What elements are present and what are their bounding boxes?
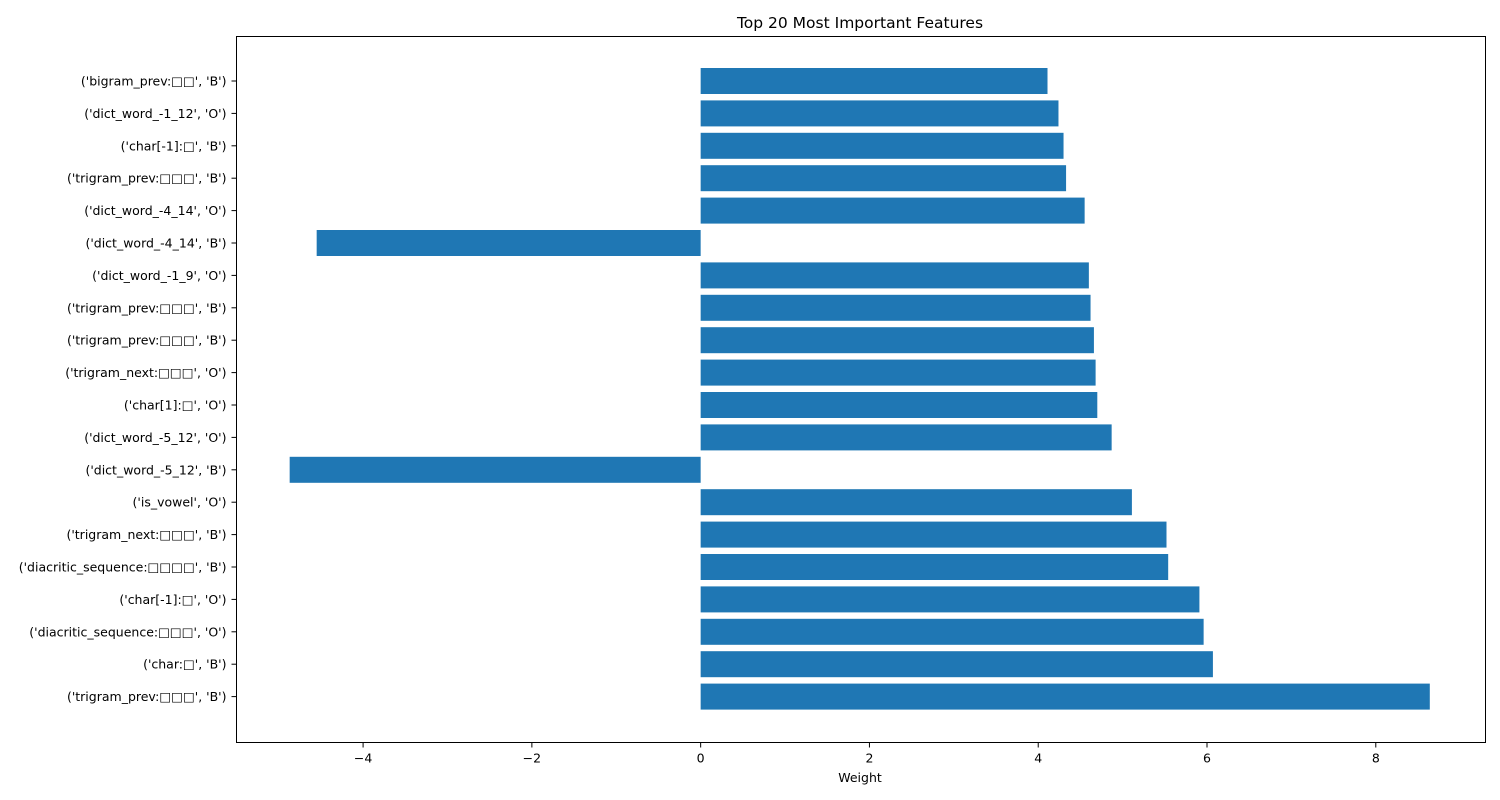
bar-7 [700,294,1091,321]
bar-14 [700,521,1167,548]
y-tick-label-0: ('bigram_prev:□□', 'B') [81,74,227,89]
bar-15 [700,554,1169,580]
y-tick-label-8: ('trigram_prev:□□□', 'B') [67,333,227,348]
bar-17 [700,618,1204,645]
y-tick-label-9: ('trigram_next:□□□', 'O') [65,365,226,380]
bar-8 [700,327,1094,354]
bar-19 [700,683,1430,710]
bar-9 [700,359,1096,386]
bar-3 [700,165,1067,192]
y-tick-label-6: ('dict_word_-1_9', 'O') [92,268,226,283]
bar-13 [700,489,1132,516]
y-tick-label-12: ('dict_word_-5_12', 'B') [85,462,226,477]
chart-title: Top 20 Most Important Features [736,14,983,32]
y-tick-label-4: ('dict_word_-4_14', 'O') [84,203,226,218]
y-tick-label-3: ('trigram_prev:□□□', 'B') [67,171,227,186]
x-tick-label-5: 6 [1203,751,1211,766]
y-tick-label-19: ('trigram_prev:□□□', 'B') [67,689,227,704]
bar-4 [700,197,1085,224]
y-tick-label-7: ('trigram_prev:□□□', 'B') [67,300,227,315]
y-tick-label-17: ('diacritic_sequence:□□□', 'O') [29,624,226,639]
y-tick-label-5: ('dict_word_-4_14', 'B') [85,236,226,251]
bar-16 [700,586,1200,613]
y-tick-label-18: ('char:□', 'B') [143,657,226,672]
x-tick-label-6: 8 [1372,751,1380,766]
bar-18 [700,651,1213,678]
y-tick-label-15: ('diacritic_sequence:□□□□', 'B') [19,560,227,575]
y-tick-label-11: ('dict_word_-5_12', 'O') [84,430,226,445]
bar-1 [700,100,1059,127]
bar-6 [700,262,1089,289]
bar-0 [700,68,1048,94]
x-tick-label-3: 2 [865,751,873,766]
x-axis-label: Weight [838,770,882,785]
y-tick-label-1: ('dict_word_-1_12', 'O') [84,106,226,121]
x-tick-label-1: −2 [523,751,541,766]
bar-11 [700,424,1112,451]
x-tick-label-0: −4 [354,751,372,766]
bar-2 [700,132,1064,159]
x-tick-label-4: 4 [1034,751,1042,766]
bar-10 [700,392,1098,418]
x-tick-label-2: 0 [697,751,705,766]
bars-layer [289,68,1430,710]
y-tick-label-10: ('char[1]:□', 'O') [124,398,227,413]
bar-12 [289,456,701,483]
bar-5 [316,230,701,256]
plot-area-frame [236,36,1486,743]
y-tick-label-13: ('is_vowel', 'O') [133,495,227,510]
y-tick-label-16: ('char[-1]:□', 'O') [119,592,226,607]
y-tick-label-14: ('trigram_next:□□□', 'B') [66,527,226,542]
x-axis-ticks: −4 −2 0 2 4 6 8 [354,742,1380,766]
y-tick-label-2: ('char[-1]:□', 'B') [121,138,227,153]
y-axis-ticks: ('bigram_prev:□□', 'B') ('dict_word_-1_12… [19,74,237,704]
